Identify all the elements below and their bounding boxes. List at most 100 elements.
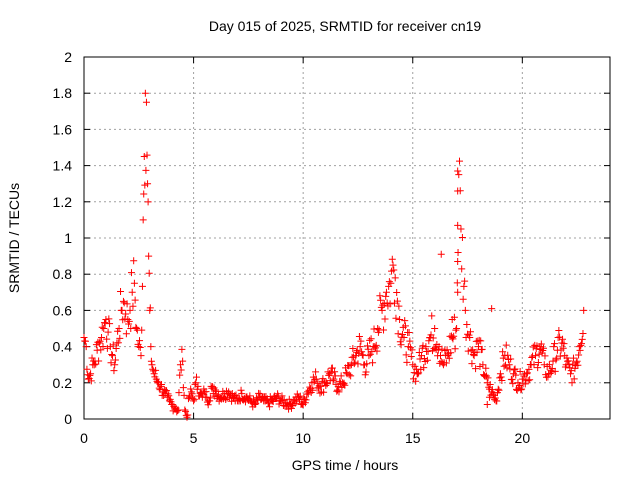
data-point: [364, 345, 372, 353]
data-point: [135, 343, 143, 351]
data-point: [580, 306, 588, 314]
data-point: [312, 368, 320, 376]
data-point: [346, 362, 354, 370]
data-point: [150, 370, 158, 378]
data-point: [511, 365, 519, 373]
data-point: [556, 352, 564, 360]
data-point: [328, 364, 336, 372]
data-point: [354, 360, 362, 368]
data-point: [142, 98, 150, 106]
data-point: [393, 297, 401, 305]
data-point: [379, 301, 387, 309]
data-point: [397, 341, 405, 349]
data-point: [312, 375, 320, 383]
axis-ticks: [83, 56, 610, 420]
data-point: [366, 336, 374, 344]
data-point: [136, 337, 144, 345]
data-point: [184, 411, 192, 419]
data-point: [99, 342, 107, 350]
data-point: [331, 372, 339, 380]
data-point: [442, 359, 450, 367]
data-point: [383, 299, 391, 307]
data-point: [174, 407, 182, 415]
x-tick-label: 0: [80, 430, 88, 446]
data-point: [187, 385, 195, 393]
data-point: [331, 368, 339, 376]
data-point: [266, 403, 274, 411]
data-point: [388, 255, 396, 263]
data-point: [393, 289, 401, 297]
data-point: [329, 377, 337, 385]
data-point: [125, 317, 133, 325]
data-point: [443, 346, 451, 354]
data-point-outlier: [454, 187, 462, 195]
data-point: [575, 351, 583, 359]
data-point: [131, 296, 139, 304]
data-point: [347, 372, 355, 380]
data-point: [402, 351, 410, 359]
data-point: [111, 356, 119, 364]
data-point: [103, 335, 111, 343]
data-point: [88, 354, 96, 362]
data-point: [309, 386, 317, 394]
data-point: [202, 388, 210, 396]
data-point: [178, 345, 186, 353]
data-point: [483, 379, 491, 387]
data-point: [146, 304, 154, 312]
data-point: [363, 360, 371, 368]
data-point: [473, 348, 481, 356]
data-point: [206, 397, 214, 405]
data-point: [548, 368, 556, 376]
data-point: [145, 269, 153, 277]
data-point: [369, 359, 377, 367]
data-point: [491, 394, 499, 402]
data-point: [335, 388, 343, 396]
data-point: [507, 355, 515, 363]
data-point: [82, 343, 90, 351]
y-tick-label: 1.4: [53, 158, 73, 174]
data-point: [105, 315, 113, 323]
data-point: [302, 396, 310, 404]
x-tick-labels: 0 5 10 15 20: [80, 430, 530, 446]
data-point: [423, 356, 431, 364]
data-point: [108, 350, 116, 358]
data-point: [545, 361, 553, 369]
data-point: [424, 347, 432, 355]
data-point-outlier: [483, 401, 491, 409]
data-point: [359, 351, 367, 359]
data-point: [149, 365, 157, 373]
data-point: [123, 300, 131, 308]
data-point: [564, 357, 572, 365]
data-point: [534, 358, 542, 366]
data-point-outlier: [448, 315, 456, 323]
data-point: [510, 366, 518, 374]
data-point: [130, 257, 138, 265]
data-point: [100, 325, 108, 332]
data-point: [497, 373, 505, 381]
data-point: [559, 335, 567, 343]
chart-title: Day 015 of 2025, SRMTID for receiver cn1…: [209, 18, 482, 34]
data-point: [401, 322, 409, 330]
x-axis-label: GPS time / hours: [292, 457, 399, 473]
y-axis-label: SRMTID / TECUs: [6, 183, 22, 293]
data-point: [203, 393, 211, 401]
data-point: [454, 248, 462, 256]
data-point: [347, 361, 355, 369]
data-point: [518, 375, 526, 383]
data-point: [256, 390, 264, 398]
data-point: [568, 379, 576, 387]
data-point: [122, 330, 130, 338]
data-point: [407, 353, 415, 361]
data-point: [461, 277, 469, 285]
data-point: [425, 337, 433, 345]
data-point: [461, 306, 469, 314]
data-point: [578, 340, 586, 348]
data-point: [381, 315, 389, 323]
data-point: [466, 328, 474, 336]
data-point: [577, 341, 585, 349]
data-point: [140, 190, 148, 198]
data-point: [320, 388, 328, 396]
data-point: [355, 333, 363, 341]
data-point: [317, 382, 325, 390]
data-point: [494, 385, 502, 393]
